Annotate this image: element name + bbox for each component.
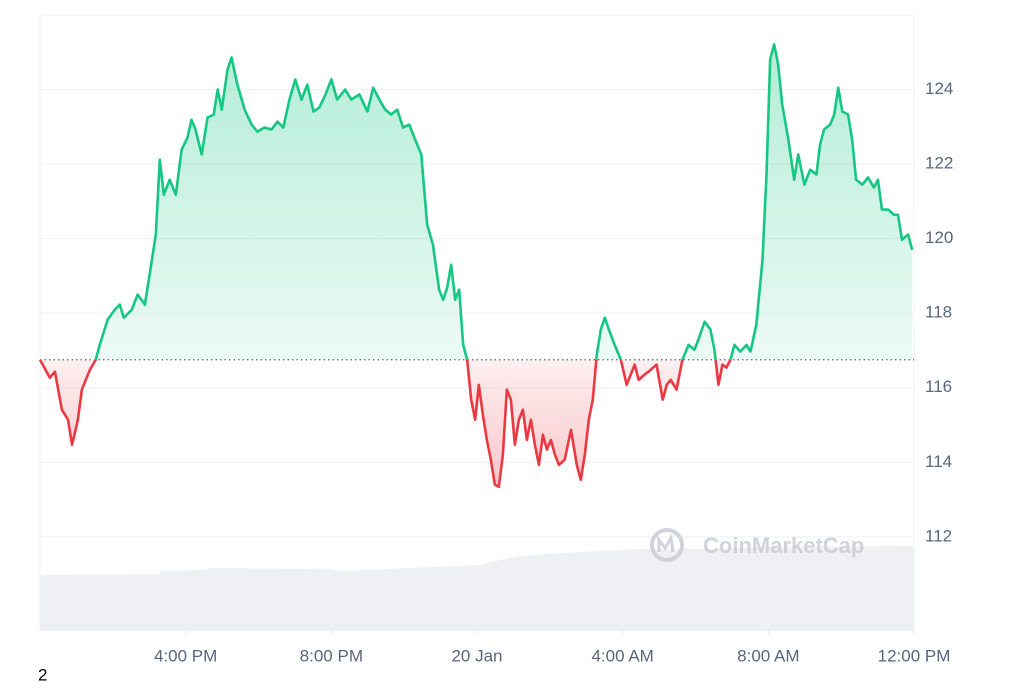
price-area bbox=[40, 44, 913, 487]
x-tick-label: 8:00 AM bbox=[737, 646, 799, 665]
watermark-text: CoinMarketCap bbox=[703, 533, 864, 558]
x-tick-label: 12:00 PM bbox=[878, 646, 951, 665]
y-tick-label: 118 bbox=[925, 303, 952, 322]
y-tick-label: 124 bbox=[925, 79, 953, 98]
watermark: CoinMarketCap bbox=[650, 528, 864, 562]
watermark-logo bbox=[650, 528, 684, 562]
x-tick-label: 4:00 PM bbox=[154, 646, 217, 665]
y-tick-label: 114 bbox=[925, 452, 952, 471]
x-tick-label: 8:00 PM bbox=[300, 646, 363, 665]
watermark-logo-mark bbox=[657, 533, 675, 553]
y-tick-label: 116 bbox=[925, 377, 952, 396]
price-line bbox=[38, 43, 914, 489]
x-tick-label: 4:00 AM bbox=[591, 646, 653, 665]
y-tick-label: 120 bbox=[925, 228, 953, 247]
volume-band bbox=[40, 546, 914, 630]
footnote: 2 bbox=[38, 665, 47, 683]
x-tick-label: 20 Jan bbox=[451, 646, 502, 665]
y-tick-label: 122 bbox=[925, 154, 953, 173]
y-tick-label: 112 bbox=[925, 526, 952, 545]
